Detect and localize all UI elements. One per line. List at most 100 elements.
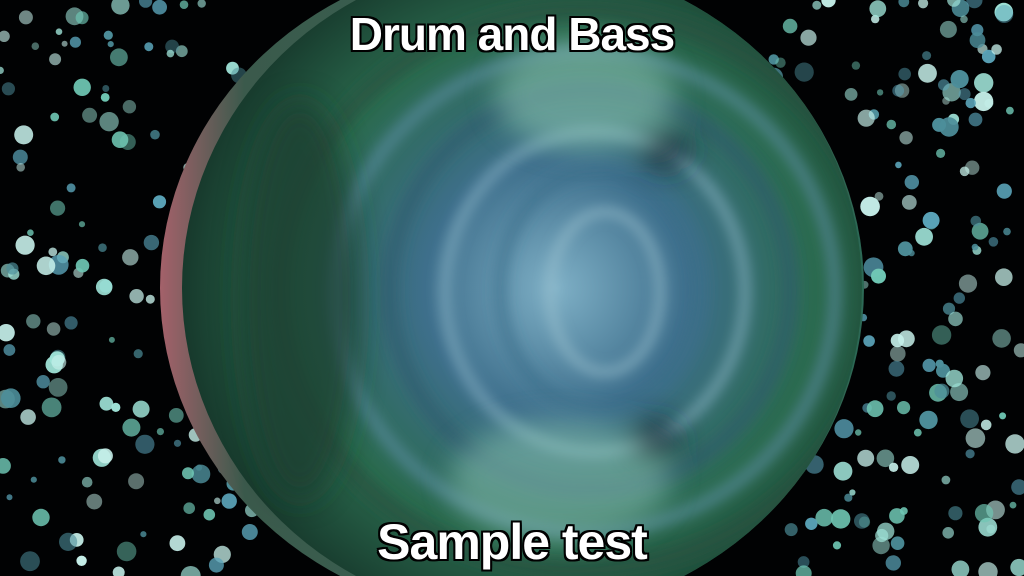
particle-dot	[112, 566, 125, 576]
particle-dot	[849, 489, 856, 496]
particle-dot	[958, 274, 978, 293]
particle-dot	[960, 409, 979, 429]
particle-dot	[951, 560, 970, 576]
particle-dot	[897, 401, 911, 415]
particle-dot	[30, 476, 37, 483]
particle-dot	[922, 51, 932, 61]
particle-dot	[156, 428, 164, 436]
particle-dot	[851, 61, 861, 70]
particle-dot	[14, 125, 34, 145]
particle-dot	[854, 513, 870, 529]
particle-dot	[960, 15, 968, 24]
particle-dot	[885, 555, 901, 571]
particle-dot	[1009, 501, 1017, 509]
particle-dot	[815, 508, 833, 527]
particle-dot	[904, 175, 919, 190]
particle-dot	[51, 354, 67, 370]
particle-dot	[768, 54, 779, 65]
particle-dot	[922, 211, 940, 229]
particle-dot	[58, 456, 66, 464]
particle-dot	[140, 531, 147, 538]
particle-dot	[942, 302, 956, 315]
particle-dot	[931, 325, 952, 345]
particle-dot	[958, 88, 971, 101]
particle-dot	[975, 365, 991, 381]
particle-dot	[191, 464, 211, 484]
particle-dot	[948, 311, 963, 327]
particle-dot	[869, 0, 887, 18]
particle-dot	[122, 249, 139, 266]
particle-dot	[102, 85, 110, 92]
particle-dot	[32, 508, 50, 527]
particle-dot	[971, 222, 989, 240]
particle-dot	[797, 556, 810, 568]
particle-dot	[143, 234, 160, 251]
particle-dot	[48, 247, 58, 257]
particle-dot	[996, 183, 1012, 199]
particle-dot	[812, 0, 822, 10]
particle-dot	[888, 462, 899, 472]
particle-dot	[805, 517, 818, 530]
particle-dot	[978, 562, 998, 576]
particle-dot	[800, 29, 817, 46]
particle-dot	[978, 517, 998, 537]
particle-dot	[782, 18, 798, 34]
particle-dot	[203, 508, 216, 521]
particle-dot	[175, 45, 188, 58]
particle-dot	[152, 195, 167, 209]
particle-dot	[965, 428, 986, 449]
particle-dot	[844, 88, 858, 101]
particle-dot	[6, 494, 13, 501]
particle-dot	[901, 456, 920, 474]
particle-dot	[111, 0, 130, 15]
particle-dot	[95, 278, 113, 296]
particle-dot	[139, 0, 153, 8]
particle-dot	[59, 532, 78, 552]
particle-dot	[876, 449, 895, 468]
particle-dot	[795, 565, 812, 576]
particle-dot	[99, 112, 119, 132]
particle-dot	[31, 42, 40, 50]
particle-dot	[833, 461, 853, 481]
particle-dot	[152, 0, 167, 15]
particle-dot	[48, 378, 68, 397]
particle-dot	[0, 324, 15, 342]
particle-dot	[50, 200, 66, 216]
particle-dot	[866, 400, 884, 418]
particle-dot	[895, 161, 902, 169]
particle-dot	[991, 44, 1002, 55]
particle-dot	[128, 473, 145, 490]
particle-dot	[76, 555, 87, 566]
particle-dot	[111, 131, 129, 148]
particle-dot	[844, 493, 853, 502]
particle-dot	[108, 336, 115, 343]
particle-dot	[64, 316, 78, 330]
particle-dot	[794, 62, 814, 82]
particle-dot	[69, 36, 81, 48]
particle-dot	[166, 49, 175, 58]
particle-dot	[935, 359, 944, 368]
particle-dot	[974, 504, 994, 523]
particle-dot	[75, 258, 90, 273]
particle-dot	[18, 10, 33, 25]
particle-dot	[82, 107, 98, 123]
particle-dot	[111, 402, 121, 412]
particle-dot	[26, 314, 41, 329]
particle-dot	[107, 41, 114, 48]
particle-dot	[99, 396, 114, 411]
particle-dot	[968, 112, 983, 127]
particle-dot	[857, 449, 875, 467]
particle-dot	[988, 237, 999, 247]
particle-dot	[860, 196, 880, 217]
particle-dot	[226, 61, 239, 75]
particle-dot	[46, 322, 61, 336]
particle-dot	[953, 292, 965, 304]
particle-dot	[892, 84, 905, 97]
particle-dot	[129, 289, 144, 304]
particle-dot	[1, 82, 16, 96]
particle-dot	[899, 131, 913, 145]
particle-dot	[27, 229, 34, 236]
particle-dot	[872, 536, 890, 555]
particle-dot	[103, 30, 113, 40]
particle-dot	[180, 566, 201, 576]
